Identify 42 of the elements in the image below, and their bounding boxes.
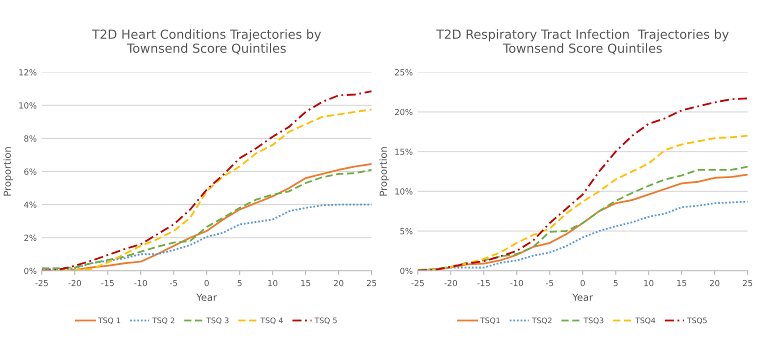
y-tick-label: 12% <box>19 69 36 76</box>
x-tick-label: 0 <box>580 280 585 286</box>
y-axis-title: Proportion <box>3 147 13 196</box>
y-tick-label: 8% <box>24 135 36 142</box>
x-tick-label: -20 <box>444 280 458 286</box>
chart-title: T2D Respiratory Tract Infection Trajectories by Townsend Score Quintiles <box>436 29 729 54</box>
line-series <box>418 98 748 271</box>
x-tick-label: 15 <box>677 280 686 286</box>
x-tick-label: -5 <box>170 280 178 286</box>
x-tick-label: -25 <box>411 280 424 286</box>
x-tick-label: -15 <box>101 280 114 286</box>
x-tick-label: -10 <box>134 280 147 286</box>
y-tick-label: 0% <box>24 268 36 274</box>
y-tick-label: 10% <box>395 188 412 195</box>
x-axis-title: Year <box>572 294 593 301</box>
y-tick-label: 25% <box>394 69 412 76</box>
x-axis-title: Year <box>196 294 217 301</box>
x-tick-label: 5 <box>238 280 242 286</box>
x-tick-label: 10 <box>268 280 278 286</box>
y-tick-label: 5% <box>400 228 412 234</box>
x-tick-label: 20 <box>334 280 344 286</box>
x-tick-label: 25 <box>366 280 376 286</box>
x-tick-label: -10 <box>510 280 523 286</box>
x-tick-label: -25 <box>35 280 48 286</box>
y-tick-label: 2% <box>24 234 36 241</box>
x-tick-label: -5 <box>546 280 554 286</box>
y-tick-label: 15% <box>395 148 412 155</box>
x-tick-label: 0 <box>204 280 209 286</box>
chart-title: T2D Heart Conditions Trajectories by Townsend Score Quintiles <box>92 29 321 54</box>
x-tick-label: -20 <box>68 280 81 286</box>
y-tick-label: 20% <box>394 108 412 116</box>
y-tick-label: 6% <box>24 168 36 175</box>
x-tick-label: 25 <box>742 280 752 286</box>
x-tick-label: -15 <box>477 280 490 286</box>
y-tick-label: 4% <box>24 202 36 208</box>
x-tick-label: 15 <box>301 280 310 286</box>
x-tick-label: 10 <box>644 280 654 286</box>
y-axis-title: Proportion <box>379 147 389 196</box>
x-tick-label: 20 <box>710 280 720 286</box>
y-tick-label: 10% <box>19 102 36 109</box>
x-tick-label: 5 <box>614 280 618 286</box>
y-tick-label: 0% <box>400 268 412 274</box>
